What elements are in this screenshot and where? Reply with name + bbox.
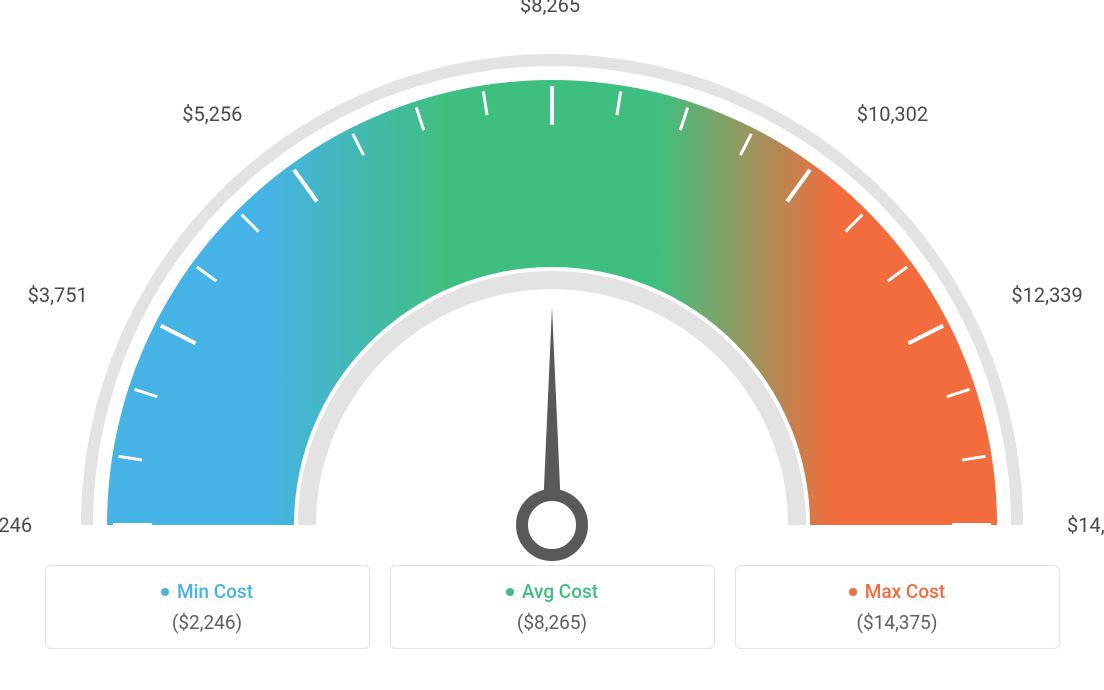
gauge-tick-label: $14,375 (1067, 513, 1104, 537)
legend-card-max: Max Cost ($14,375) (735, 565, 1060, 649)
legend-value: ($2,246) (172, 611, 242, 634)
gauge-tick-label: $12,339 (1011, 283, 1082, 307)
legend-label: Avg Cost (522, 580, 598, 603)
legend-label: Max Cost (865, 580, 945, 603)
gauge-chart: $2,246$3,751$5,256$8,265$10,302$12,339$1… (52, 5, 1052, 565)
legend-dot-icon (849, 588, 857, 596)
legend-value: ($8,265) (517, 611, 587, 634)
legend-value: ($14,375) (857, 611, 938, 634)
legend-label: Min Cost (177, 580, 253, 603)
legend-dot-icon (161, 588, 169, 596)
legend-title: Min Cost (161, 580, 253, 603)
legend-title: Avg Cost (506, 580, 598, 603)
legend-card-min: Min Cost ($2,246) (45, 565, 370, 649)
gauge-tick-label: $5,256 (182, 102, 242, 126)
gauge-svg (52, 5, 1052, 565)
legend-row: Min Cost ($2,246) Avg Cost ($8,265) Max … (45, 565, 1060, 649)
gauge-tick-label: $2,246 (0, 513, 32, 537)
chart-container: $2,246 $3,751 $5,256 $8,265 $10,302 $12,339 $1… (0, 0, 1104, 690)
legend-dot-icon (506, 588, 514, 596)
gauge-tick-label: $10,302 (857, 102, 928, 126)
legend-title: Max Cost (849, 580, 945, 603)
legend-card-avg: Avg Cost ($8,265) (390, 565, 715, 649)
gauge-tick-label: $3,751 (28, 283, 88, 307)
gauge-tick-label: $8,265 (520, 0, 580, 17)
